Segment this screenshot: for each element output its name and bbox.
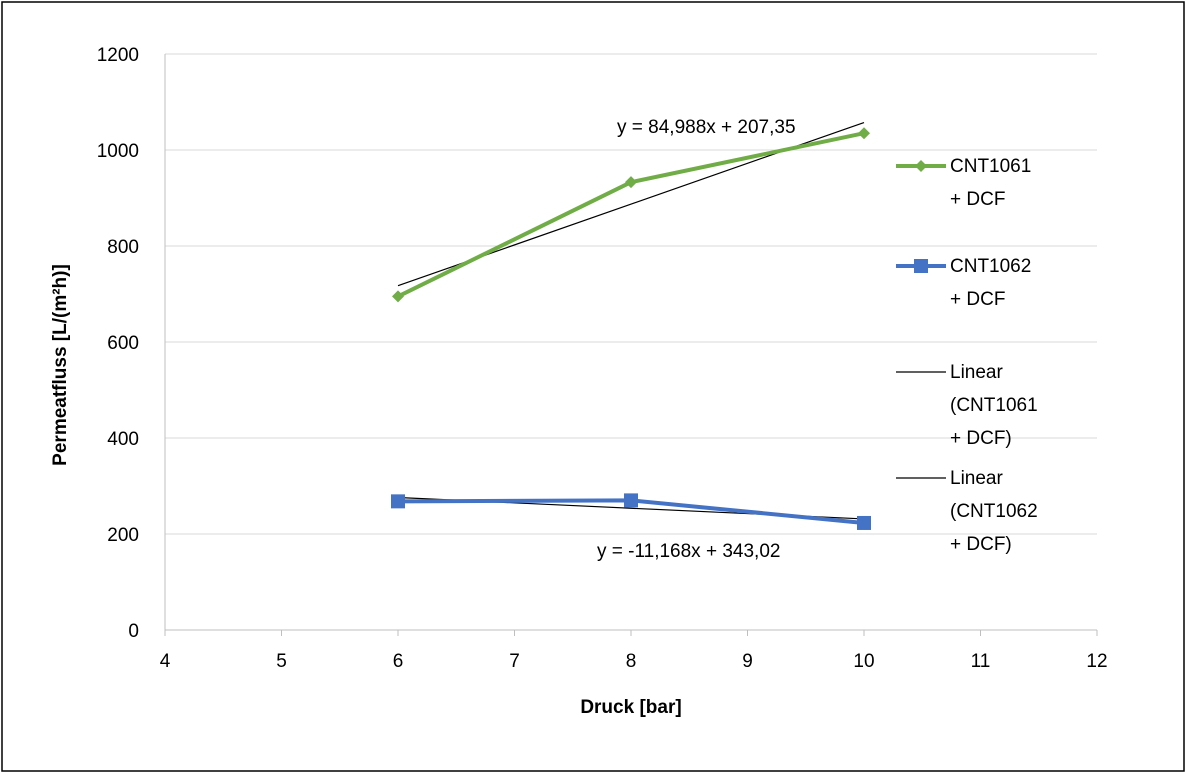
legend-label: CNT1062 <box>950 256 1031 277</box>
legend-marker <box>914 259 928 273</box>
legend-label: (CNT1062 <box>950 501 1038 522</box>
legend-label: Linear <box>950 362 1003 383</box>
y-tick-label: 0 <box>128 621 139 642</box>
x-tick-label: 9 <box>742 651 753 672</box>
axis-labels: Druck [bar] Permeatfluss [L/(m²h)] <box>50 264 682 718</box>
axes: 0 200 400 600 800 1000 1200 4 5 6 7 8 9 10 11 12 <box>97 45 1108 672</box>
y-tick-label: 600 <box>107 333 139 354</box>
x-tick-label: 12 <box>1086 651 1107 672</box>
legend-label: + DCF) <box>950 428 1012 449</box>
y-tick-label: 1000 <box>97 141 139 162</box>
legend-marker <box>915 160 927 172</box>
data-point-square <box>857 515 871 530</box>
y-tick-label: 1200 <box>97 45 139 66</box>
legend-label: + DCF <box>950 189 1005 210</box>
data-point-diamond <box>625 176 637 189</box>
y-tick-label: 800 <box>107 237 139 258</box>
x-tick-label: 4 <box>160 651 171 672</box>
data-series <box>391 127 871 530</box>
legend-label: CNT1061 <box>950 156 1031 177</box>
x-tick-label: 5 <box>276 651 287 672</box>
y-tick-label: 200 <box>107 525 139 546</box>
gridlines <box>165 53 1097 535</box>
x-tick-label: 7 <box>509 651 520 672</box>
trendline-equation-cnt1062: y = -11,168x + 343,02 <box>597 541 780 562</box>
legend-label: (CNT1061 <box>950 395 1038 416</box>
x-axis-title: Druck [bar] <box>580 697 681 718</box>
data-point-square <box>624 493 638 508</box>
x-tick-label: 11 <box>971 651 991 672</box>
trendline-equation-cnt1061: y = 84,988x + 207,35 <box>617 117 796 138</box>
trendline-equations: y = 84,988x + 207,35 y = -11,168x + 343,… <box>597 117 796 562</box>
data-point-square <box>391 494 405 509</box>
x-tick-label: 8 <box>626 651 637 672</box>
legend-label: + DCF <box>950 289 1005 310</box>
data-point-diamond <box>392 290 404 303</box>
data-point-diamond <box>858 127 870 140</box>
x-tick-label: 6 <box>393 651 404 672</box>
legend-label: + DCF) <box>950 534 1012 555</box>
y-tick-label: 400 <box>107 429 139 450</box>
legend: CNT1061 + DCF CNT1062 + DCF Linear (CNT1061 + … <box>896 156 1038 555</box>
legend-label: Linear <box>950 468 1003 489</box>
x-tick-label: 10 <box>853 651 874 672</box>
y-axis-title: Permeatfluss [L/(m²h)] <box>50 264 71 466</box>
